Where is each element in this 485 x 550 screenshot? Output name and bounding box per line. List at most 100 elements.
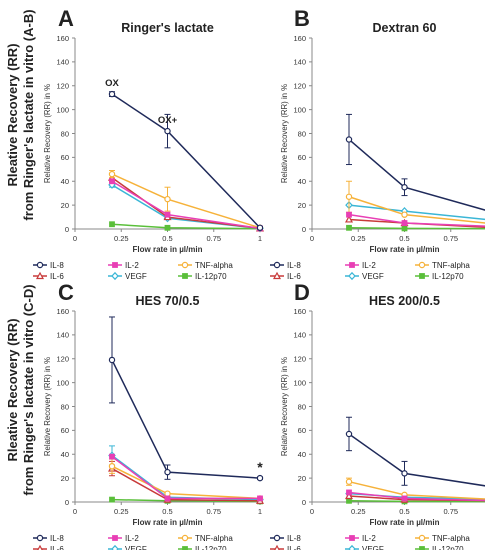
- x-tick-label: 0.25: [351, 507, 366, 516]
- series-line: [111, 465, 261, 500]
- legend-label: IL-12p70: [432, 272, 464, 281]
- data-point: [109, 453, 115, 460]
- legend-label: TNF-alpha: [195, 534, 233, 543]
- legend-marker: [348, 271, 356, 281]
- legend-marker: [35, 271, 45, 280]
- series-il-8: [108, 90, 264, 232]
- y-tick-label: 100: [56, 105, 69, 114]
- legend-marker: [273, 534, 281, 542]
- data-point: [164, 211, 171, 218]
- chart-legend: IL-8 IL-2 TNF-alpha IL-6 VEGF IL-12p70: [270, 534, 470, 550]
- legend-label: IL-8: [287, 534, 301, 543]
- y-tick-label: 0: [65, 225, 69, 234]
- data-point: [401, 220, 408, 226]
- legend-label: IL-12p70: [432, 545, 464, 550]
- panel-letter: C: [58, 280, 74, 305]
- data-point: [345, 136, 353, 143]
- y-tick-label: 60: [298, 426, 306, 435]
- y-tick-label: 160: [56, 307, 69, 316]
- legend-label: IL-6: [287, 272, 301, 281]
- series-line: [111, 93, 261, 229]
- data-point: [164, 468, 171, 476]
- data-point: [108, 462, 116, 470]
- data-point: [344, 215, 354, 223]
- series-line: [348, 227, 485, 230]
- y-tick-label: 0: [302, 498, 306, 507]
- legend-marker: [111, 271, 119, 281]
- chart-panel-a: A Ringer's lactate 0 20 40 60 80 100 120 140 160 0 0…: [33, 6, 265, 281]
- chart-title: Dextran 60: [373, 21, 437, 35]
- legend-marker: [349, 262, 355, 268]
- y-tick-label: 120: [293, 355, 306, 364]
- chart-legend: IL-8 IL-2 TNF-alpha IL-6 VEGF IL-12p70: [33, 261, 233, 281]
- x-axis-label: Flow rate in µl/min: [133, 245, 203, 254]
- series-il-8: [345, 416, 485, 487]
- x-tick-label: 0.5: [162, 234, 172, 243]
- legend-label: IL-6: [287, 545, 301, 550]
- x-tick-label: 0: [73, 507, 77, 516]
- y-tick-label: 40: [61, 177, 69, 186]
- legend-label: VEGF: [362, 272, 384, 281]
- y-axis-label: Relative Recovery (RR) in %: [43, 357, 52, 456]
- row-label-1: Rleative Recovery (RR) from Ringer's lact…: [5, 284, 36, 495]
- legend-marker: [111, 544, 119, 550]
- y-tick-label: 80: [61, 129, 69, 138]
- x-tick-label: 0.25: [114, 234, 129, 243]
- series-il-2: [346, 211, 485, 227]
- data-point: [108, 90, 116, 98]
- legend-marker: [418, 261, 426, 269]
- legend-label: TNF-alpha: [432, 534, 470, 543]
- y-tick-label: 0: [65, 498, 69, 507]
- legend-marker: [36, 534, 44, 542]
- legend-marker: [273, 261, 281, 269]
- x-tick-label: 0.75: [443, 507, 458, 516]
- data-point: [164, 224, 171, 231]
- data-point: [164, 495, 171, 502]
- y-tick-label: 20: [61, 474, 69, 483]
- legend-label: IL-8: [50, 534, 64, 543]
- data-point: [344, 491, 354, 500]
- y-tick-label: 120: [293, 82, 306, 91]
- legend-label: TNF-alpha: [432, 261, 470, 270]
- y-tick-label: 120: [56, 82, 69, 91]
- legend-marker: [418, 534, 426, 542]
- annotation-label: OX: [105, 78, 119, 89]
- legend-label: IL-2: [362, 261, 376, 270]
- legend-marker: [181, 534, 189, 542]
- data-point: [401, 495, 408, 502]
- y-tick-label: 80: [298, 129, 306, 138]
- series-il-8: [345, 113, 485, 211]
- y-axis-label: Relative Recovery (RR) in %: [43, 84, 52, 183]
- series-il-2: [346, 489, 485, 502]
- x-tick-label: 0: [310, 507, 314, 516]
- data-point: [346, 489, 352, 496]
- row-label-line: Rleative Recovery (RR): [5, 43, 20, 186]
- legend-marker: [349, 535, 355, 541]
- data-point: [164, 127, 171, 135]
- row-label-line: from Ringer's lactate in vitro (C-D): [21, 284, 36, 495]
- y-tick-label: 80: [298, 402, 306, 411]
- chart-panel-b: B Dextran 60 0 20 40 60 80 100 120 140 160 0 0.25 0.5…: [270, 6, 485, 281]
- data-point: [346, 224, 352, 231]
- x-tick-label: 0: [73, 234, 77, 243]
- series-il-2: [109, 453, 263, 502]
- data-point: [401, 211, 408, 218]
- data-point: [164, 490, 171, 497]
- data-point: [108, 170, 116, 178]
- y-tick-label: 80: [61, 402, 69, 411]
- x-tick-label: 1: [258, 507, 262, 516]
- row-label-line: from Ringer's lactate in vitro (A-B): [21, 9, 36, 220]
- y-tick-label: 20: [298, 201, 306, 210]
- legend-label: VEGF: [125, 545, 147, 550]
- legend-marker: [181, 261, 189, 269]
- data-point: [256, 224, 264, 232]
- x-tick-label: 1: [258, 234, 262, 243]
- y-tick-label: 160: [293, 307, 306, 316]
- x-tick-label: 0.25: [114, 507, 129, 516]
- chart-legend: IL-8 IL-2 TNF-alpha IL-6 VEGF IL-12p70: [33, 534, 233, 550]
- legend-marker: [272, 271, 282, 280]
- chart-title: Ringer's lactate: [121, 21, 214, 35]
- x-tick-label: 0.75: [443, 234, 458, 243]
- data-point: [109, 178, 115, 185]
- y-tick-label: 60: [298, 153, 306, 162]
